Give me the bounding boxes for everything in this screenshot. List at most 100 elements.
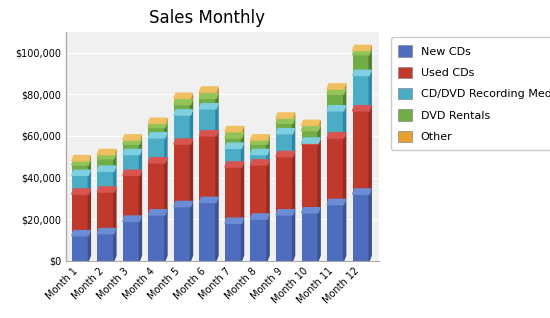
- Polygon shape: [318, 208, 320, 261]
- Polygon shape: [190, 100, 192, 115]
- FancyBboxPatch shape: [97, 155, 114, 159]
- Polygon shape: [190, 201, 192, 261]
- Polygon shape: [72, 189, 90, 194]
- FancyBboxPatch shape: [72, 194, 89, 236]
- FancyBboxPatch shape: [250, 165, 267, 219]
- Polygon shape: [344, 199, 345, 261]
- Polygon shape: [293, 210, 295, 261]
- Polygon shape: [327, 84, 345, 89]
- Polygon shape: [190, 110, 192, 144]
- Polygon shape: [225, 218, 244, 223]
- Polygon shape: [174, 201, 192, 207]
- Polygon shape: [216, 93, 218, 109]
- Polygon shape: [267, 135, 269, 144]
- FancyBboxPatch shape: [123, 155, 139, 176]
- FancyBboxPatch shape: [276, 157, 293, 215]
- FancyBboxPatch shape: [123, 140, 139, 144]
- Polygon shape: [216, 131, 218, 203]
- FancyBboxPatch shape: [97, 192, 114, 234]
- FancyBboxPatch shape: [250, 144, 267, 155]
- FancyBboxPatch shape: [301, 213, 318, 261]
- FancyBboxPatch shape: [353, 51, 369, 55]
- Polygon shape: [97, 154, 116, 159]
- Polygon shape: [267, 139, 269, 155]
- FancyBboxPatch shape: [72, 161, 89, 165]
- FancyBboxPatch shape: [250, 140, 267, 144]
- Polygon shape: [200, 93, 218, 98]
- FancyBboxPatch shape: [301, 144, 318, 213]
- Polygon shape: [344, 84, 345, 94]
- FancyBboxPatch shape: [174, 105, 190, 115]
- Polygon shape: [301, 208, 320, 213]
- FancyBboxPatch shape: [174, 144, 190, 207]
- Polygon shape: [139, 135, 141, 144]
- Polygon shape: [89, 156, 90, 165]
- Polygon shape: [225, 162, 244, 167]
- Polygon shape: [241, 162, 244, 223]
- FancyBboxPatch shape: [327, 111, 344, 138]
- Polygon shape: [174, 110, 192, 115]
- Polygon shape: [353, 189, 371, 194]
- Polygon shape: [250, 214, 269, 219]
- Polygon shape: [72, 156, 90, 161]
- Polygon shape: [200, 87, 218, 92]
- Polygon shape: [301, 120, 320, 126]
- Polygon shape: [123, 149, 141, 155]
- Polygon shape: [72, 160, 90, 165]
- Polygon shape: [276, 210, 295, 215]
- Polygon shape: [276, 113, 295, 118]
- Polygon shape: [241, 218, 244, 261]
- Title: Sales Monthly: Sales Monthly: [149, 10, 265, 27]
- Polygon shape: [344, 106, 345, 138]
- Polygon shape: [267, 149, 269, 165]
- Polygon shape: [327, 133, 345, 138]
- Polygon shape: [301, 139, 320, 144]
- Polygon shape: [123, 139, 141, 144]
- FancyBboxPatch shape: [327, 89, 344, 94]
- FancyBboxPatch shape: [276, 215, 293, 261]
- FancyBboxPatch shape: [353, 55, 369, 75]
- FancyBboxPatch shape: [327, 138, 344, 204]
- Polygon shape: [353, 50, 371, 55]
- Polygon shape: [369, 70, 371, 111]
- FancyBboxPatch shape: [72, 165, 89, 176]
- Polygon shape: [267, 214, 269, 261]
- Polygon shape: [241, 143, 244, 167]
- FancyBboxPatch shape: [276, 134, 293, 157]
- Polygon shape: [165, 122, 167, 138]
- Polygon shape: [216, 104, 218, 136]
- FancyBboxPatch shape: [250, 219, 267, 261]
- Polygon shape: [72, 170, 90, 176]
- Polygon shape: [89, 160, 90, 176]
- Polygon shape: [293, 113, 295, 123]
- Polygon shape: [200, 104, 218, 109]
- Polygon shape: [293, 128, 295, 157]
- Polygon shape: [190, 93, 192, 105]
- Polygon shape: [250, 149, 269, 155]
- Polygon shape: [89, 189, 90, 236]
- Polygon shape: [318, 138, 320, 144]
- Polygon shape: [114, 229, 116, 261]
- FancyBboxPatch shape: [225, 138, 241, 149]
- FancyBboxPatch shape: [200, 109, 216, 136]
- Polygon shape: [200, 131, 218, 136]
- Polygon shape: [114, 187, 116, 234]
- Polygon shape: [353, 70, 371, 75]
- Polygon shape: [114, 166, 116, 192]
- FancyBboxPatch shape: [353, 111, 369, 194]
- FancyBboxPatch shape: [174, 98, 190, 105]
- FancyBboxPatch shape: [97, 171, 114, 192]
- Polygon shape: [241, 127, 244, 138]
- FancyBboxPatch shape: [148, 163, 165, 215]
- Polygon shape: [250, 139, 269, 144]
- Polygon shape: [148, 210, 167, 215]
- FancyBboxPatch shape: [276, 123, 293, 134]
- Polygon shape: [301, 126, 320, 131]
- FancyBboxPatch shape: [200, 98, 216, 109]
- FancyBboxPatch shape: [123, 144, 139, 155]
- Legend: New CDs, Used CDs, CD/DVD Recording Media, DVD Rentals, Other: New CDs, Used CDs, CD/DVD Recording Medi…: [390, 37, 550, 150]
- Polygon shape: [139, 170, 141, 221]
- Polygon shape: [123, 216, 141, 221]
- FancyBboxPatch shape: [148, 215, 165, 261]
- Polygon shape: [148, 133, 167, 138]
